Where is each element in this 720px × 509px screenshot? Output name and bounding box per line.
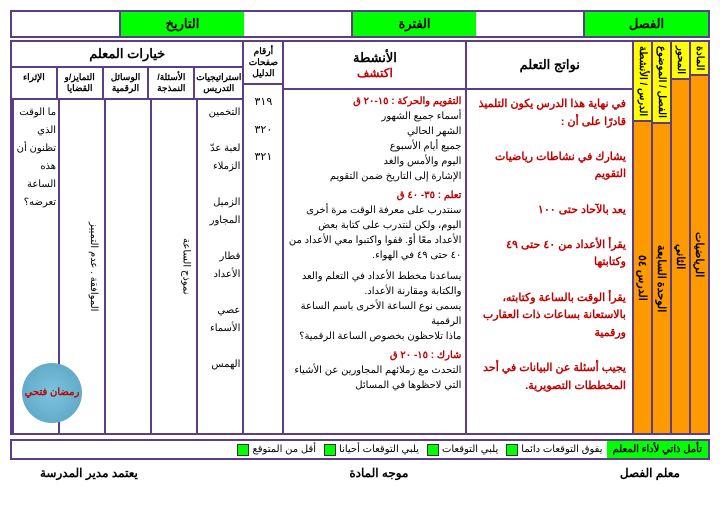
col-pages: أرقام صفحات الدليل ٣١٩ ٣٢٠ ٣٢١ [242,42,282,433]
signatures: معلم الفصل موجه المادة يعتمد مدير المدرس… [10,466,710,480]
header-bar: الفصل الفترة التاريخ [10,10,710,38]
col-outcomes: نواتج التعلم في نهاية هذا الدرس يكون الت… [465,42,632,433]
outcomes-title: نواتج التعلم [467,42,632,90]
checkbox[interactable] [324,444,336,456]
hdr-period: الفترة [351,12,476,36]
outcomes-body: في نهاية هذا الدرس يكون التلميذ قادرًا ع… [467,90,632,401]
main-table: المادة الرياضيات المحور الثاني الفصل / ا… [10,40,710,435]
checkbox[interactable] [427,444,439,456]
col-axis: المحور الثاني [670,42,689,433]
stamp: رمضان فتحي [22,363,82,423]
activities-title: الأنشطة اكتشف [284,42,465,90]
col-options: خيارات المعلم استراتيجيات التدريس الأسئل… [12,42,242,433]
col-lesson: الدرس / الأنشطة الدرس ٥٤ [632,42,651,433]
col-subject: المادة الرياضيات [689,42,708,433]
activities-body: التقويم والحركة : ١٥-٢٠ ق أسماء جميع الش… [284,90,465,397]
footer-assessment: تأمل ذاتي لأداء المعلم يفوق التوقعات دائ… [10,439,710,460]
checkbox[interactable] [237,444,249,456]
hdr-date: التاريخ [119,12,244,36]
col-activities: الأنشطة اكتشف التقويم والحركة : ١٥-٢٠ ق … [282,42,465,433]
checkbox[interactable] [506,444,518,456]
hdr-class: الفصل [583,12,708,36]
col-unit: الفصل / الموضوع الوحدة السابعة [651,42,670,433]
